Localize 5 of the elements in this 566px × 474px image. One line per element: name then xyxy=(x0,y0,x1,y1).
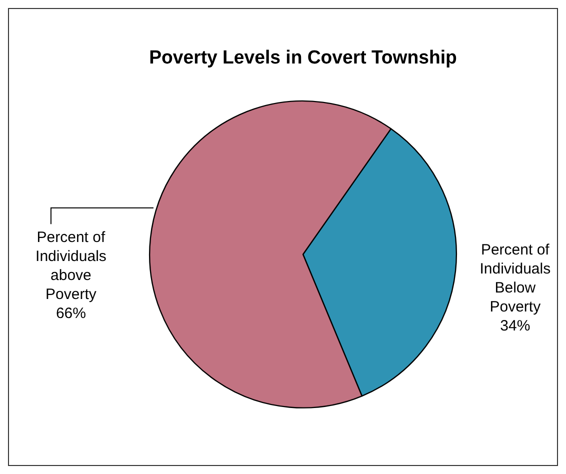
data-label: 66% xyxy=(56,304,86,322)
slice-label: Percent of Individuals Below Poverty xyxy=(480,241,551,316)
data-label: 34% xyxy=(500,317,530,334)
chart-title: Poverty Levels in Covert Township xyxy=(149,46,457,68)
slice-label: Percent of Individuals above Poverty xyxy=(36,228,106,303)
